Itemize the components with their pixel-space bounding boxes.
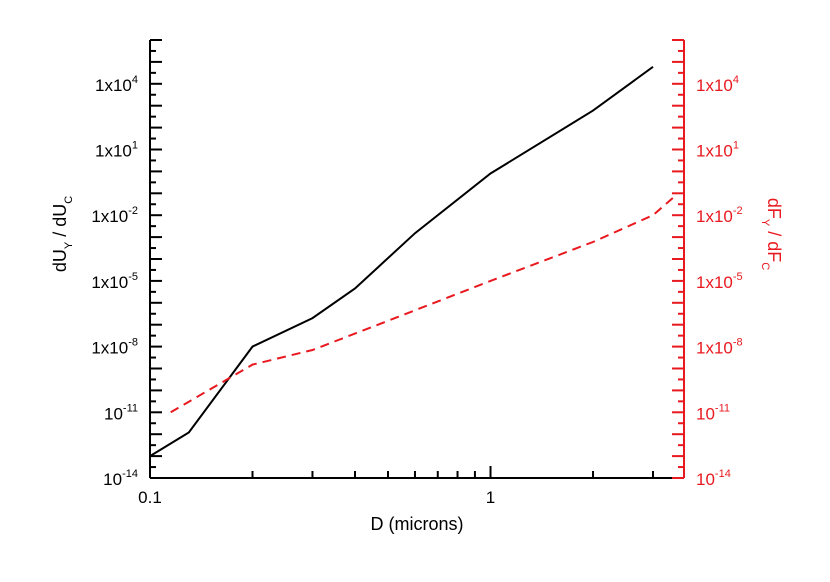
- right-y-tick-label: 1x10-8: [696, 337, 743, 358]
- series-line-dU-ratio: [149, 65, 654, 457]
- x-tick-label: 0.1: [138, 488, 162, 507]
- right-y-tick-label: 10-11: [696, 402, 730, 423]
- left-y-tick-label: 1x10-8: [91, 337, 138, 358]
- right-y-axis-title: dFY / dFC: [759, 198, 784, 270]
- left-y-tick-label: 10-14: [103, 468, 138, 489]
- right-y-tick-label: 1x10-5: [696, 271, 743, 292]
- left-y-tick-label: 1x101: [95, 140, 138, 161]
- left-y-axis-title: dUY / dUC: [50, 196, 75, 272]
- left-y-tick-label: 1x10-2: [91, 205, 138, 226]
- right-y-tick-label: 1x104: [696, 74, 739, 95]
- left-y-tick-label: 10-11: [104, 402, 138, 423]
- right-y-tick-label: 1x10-2: [696, 205, 743, 226]
- left-y-tick-label: 1x104: [95, 74, 138, 95]
- series-line-dF-ratio: [170, 194, 677, 414]
- right-y-tick-label: 1x101: [696, 140, 739, 161]
- right-y-tick-label: 10-14: [696, 468, 731, 489]
- x-axis-title: D (microns): [371, 514, 464, 534]
- left-y-tick-label: 1x10-5: [91, 271, 138, 292]
- x-tick-label: 1: [486, 488, 495, 507]
